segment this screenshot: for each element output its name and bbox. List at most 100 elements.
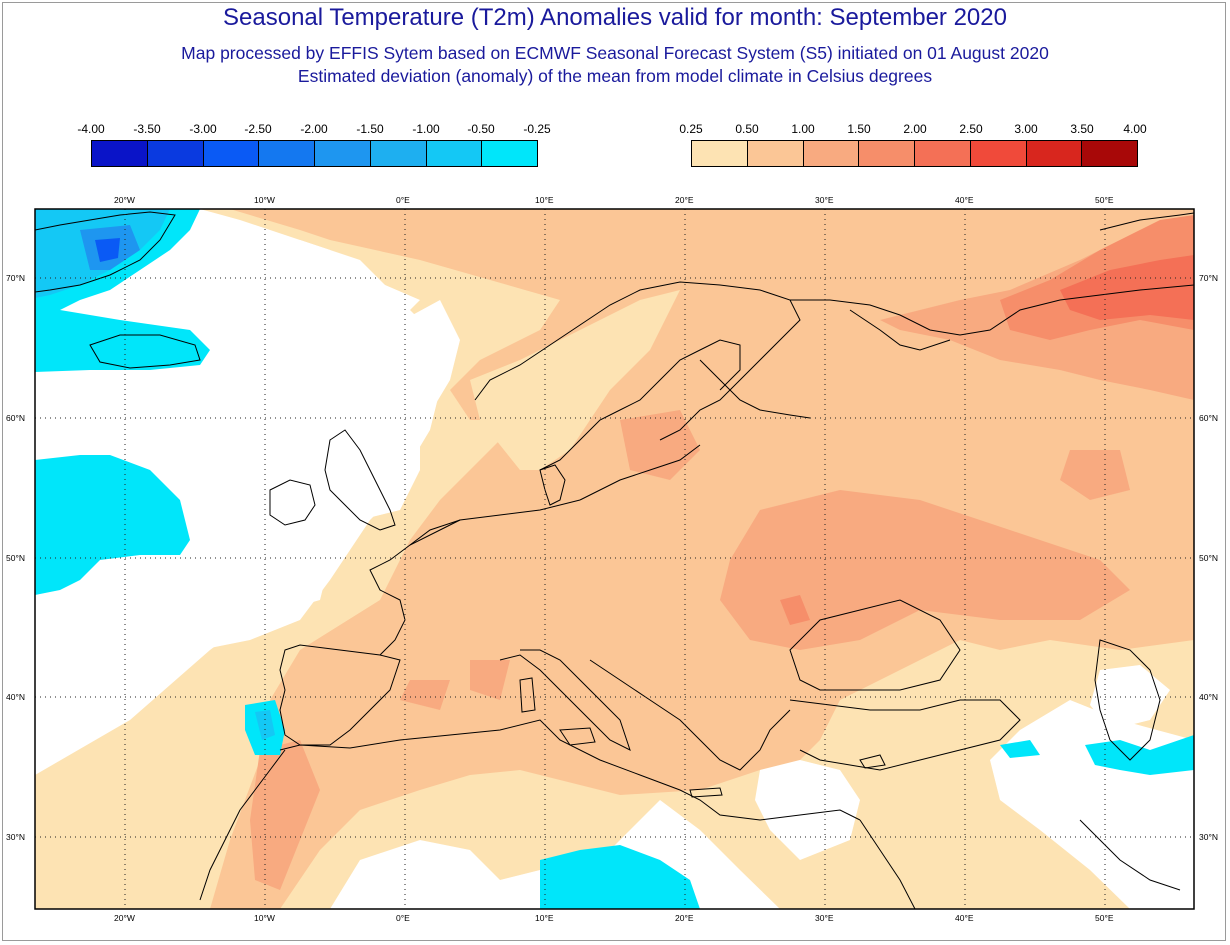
legend-swatch (970, 141, 1027, 166)
coast-ireland (269, 479, 316, 526)
legend-warm-bar (691, 140, 1138, 167)
anomaly-area-1.50 (780, 215, 1194, 625)
cold-area-middle-east (1085, 735, 1194, 775)
legend-swatch (370, 141, 427, 166)
legend-swatch (1026, 141, 1083, 166)
legend-label: -4.00 (77, 122, 105, 136)
lon-label: 10°W (254, 913, 275, 923)
coast-novaya (1099, 212, 1194, 231)
legend-label: -2.00 (300, 122, 328, 136)
coast-sicily (559, 727, 596, 746)
anomaly-area-2.00 (1060, 255, 1194, 320)
lat-label: 40°N (1199, 692, 1218, 702)
lon-label: 10°E (535, 195, 554, 205)
legend-swatch (692, 141, 748, 166)
neutral-atlantic-interior (35, 300, 460, 692)
lon-label: 30°E (815, 913, 834, 923)
legend-label: 2.00 (903, 122, 927, 136)
coast-iberia (279, 644, 401, 746)
lon-label: 20°W (114, 913, 135, 923)
legend-swatch (859, 141, 915, 166)
legend-label: -0.25 (523, 122, 551, 136)
legend-swatch (1082, 141, 1137, 166)
lat-label: 70°N (6, 273, 25, 283)
legend-swatch (482, 141, 537, 166)
lon-label: 40°E (955, 195, 974, 205)
cold-area-sahara (540, 845, 700, 909)
legend-swatch (92, 141, 148, 166)
map-title: Seasonal Temperature (T2m) Anomalies val… (223, 4, 1007, 31)
legend-label: 0.50 (735, 122, 759, 136)
legend-label: -1.50 (356, 122, 384, 136)
coast-balkans (589, 659, 791, 771)
map-subtitle: Map processed by EFFIS Sytem based on EC… (181, 43, 1049, 63)
legend-swatch (915, 141, 971, 166)
lon-label: 50°E (1095, 913, 1114, 923)
lon-label: 50°E (1095, 195, 1114, 205)
map-border (34, 208, 1195, 910)
neutral-east-med (755, 760, 860, 860)
legend-label: -3.00 (189, 122, 217, 136)
legend-swatch (203, 141, 260, 166)
legend-label: -0.50 (467, 122, 495, 136)
legend-swatch (803, 141, 860, 166)
legend-label: -1.00 (412, 122, 440, 136)
cold-area-2.00-greenland (95, 238, 120, 262)
anomaly-area-0.25-norway (470, 290, 680, 470)
coast-sweden (539, 339, 741, 471)
cold-area-mid-atlantic (35, 455, 190, 595)
legend-swatch (259, 141, 315, 166)
coast-turkey (789, 699, 1021, 771)
coast-white-sea (849, 309, 951, 351)
legend-label: 4.00 (1123, 122, 1147, 136)
coast-north-africa (279, 719, 861, 821)
coast-black-sea (789, 599, 961, 691)
graticule (35, 209, 1194, 909)
lon-label: 20°E (675, 195, 694, 205)
legend-label: 3.50 (1070, 122, 1094, 136)
legend-label: 2.50 (959, 122, 983, 136)
lon-label: 40°E (955, 913, 974, 923)
lat-label: 30°N (1199, 832, 1218, 842)
legend-label: 1.50 (847, 122, 871, 136)
coast-cyprus (859, 754, 886, 769)
legend-swatch (147, 141, 204, 166)
legend-label: 0.25 (679, 122, 703, 136)
lon-label: 30°E (815, 195, 834, 205)
coast-red-sea (859, 819, 916, 909)
lat-label: 60°N (6, 413, 25, 423)
legend-swatch (426, 141, 483, 166)
coast-britain (324, 429, 396, 531)
coast-italy (499, 649, 631, 751)
legend-label: -3.50 (133, 122, 161, 136)
legend-swatch (315, 141, 371, 166)
lon-label: 20°W (114, 195, 135, 205)
lon-label: 0°E (396, 913, 410, 923)
coast-persian-gulf (1079, 819, 1181, 891)
coast-netherlands (409, 499, 581, 546)
map-subtitle-units: Estimated deviation (anomaly) of the mea… (297, 66, 933, 86)
lat-label: 60°N (1199, 413, 1218, 423)
coast-greenland (35, 211, 176, 293)
coast-caspian (1094, 639, 1161, 761)
coast-iceland (89, 334, 201, 369)
lon-label: 0°E (396, 195, 410, 205)
coast-france (369, 519, 461, 656)
lon-label: 20°E (675, 913, 694, 923)
lon-label: 10°E (535, 913, 554, 923)
lat-label: 70°N (1199, 273, 1218, 283)
legend-label: 3.00 (1014, 122, 1038, 136)
lat-label: 30°N (6, 832, 25, 842)
lat-label: 50°N (6, 553, 25, 563)
coast-west-africa (199, 749, 286, 901)
coast-baltic (579, 444, 701, 501)
coast-sardinia (519, 677, 536, 713)
coast-scandinavia (474, 281, 801, 441)
legend-label: 1.00 (791, 122, 815, 136)
legend-cold-bar (91, 140, 538, 167)
lon-label: 10°W (254, 195, 275, 205)
coastlines (35, 211, 1194, 909)
legend-swatch (747, 141, 804, 166)
